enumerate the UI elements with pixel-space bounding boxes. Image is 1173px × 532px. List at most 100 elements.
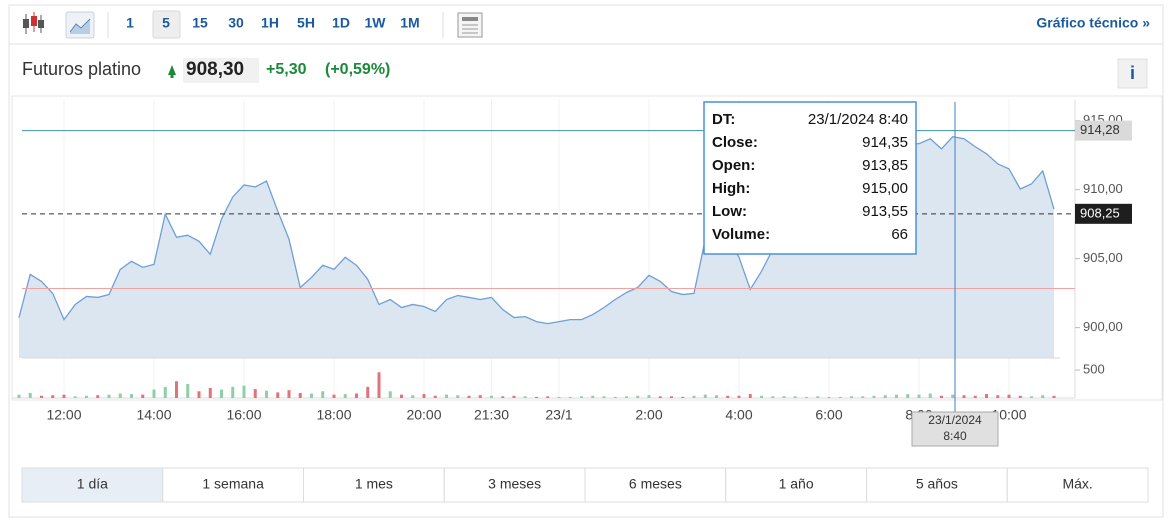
x-tick-label: 4:00 — [725, 407, 752, 423]
range-tab[interactable] — [584, 467, 727, 503]
tooltip-value: 23/1/2024 8:40 — [808, 111, 908, 128]
chart-frame — [11, 95, 1163, 401]
x-tick-label: 14:00 — [136, 407, 171, 423]
volume-bar — [1007, 394, 1011, 398]
volume-bar — [940, 395, 943, 398]
interval-button[interactable]: 15 — [192, 15, 208, 31]
tooltip — [703, 101, 917, 255]
volume-bar — [118, 393, 122, 398]
tooltip-key: Low: — [712, 203, 747, 220]
info-icon: i — [1130, 63, 1135, 83]
volume-bar — [107, 394, 111, 398]
volume-bar — [175, 381, 178, 398]
volume-bar — [681, 396, 685, 398]
volume-bar — [51, 395, 55, 398]
technical-chart-link[interactable]: Gráfico técnico » — [1036, 15, 1150, 31]
tooltip-value: 913,85 — [862, 157, 908, 174]
candle-icon[interactable] — [23, 12, 44, 34]
price-bg — [183, 58, 259, 83]
volume-bar — [850, 396, 853, 398]
volume-bar — [40, 395, 43, 398]
selected-interval-box — [152, 10, 181, 39]
volume-bar — [343, 394, 347, 398]
info-button[interactable] — [1117, 58, 1148, 89]
interval-button[interactable]: 1D — [332, 15, 350, 31]
range-tab-label[interactable]: 6 meses — [629, 476, 682, 492]
table-icon[interactable] — [457, 12, 483, 38]
interval-button[interactable]: 1 — [126, 15, 134, 31]
volume-bar — [906, 394, 910, 398]
volume-bar — [332, 394, 336, 398]
range-tab-label[interactable]: 1 año — [779, 476, 814, 492]
volume-bar — [557, 396, 561, 398]
volume-bar — [208, 387, 212, 398]
tooltip-key: Open: — [712, 157, 755, 174]
range-tab[interactable] — [725, 467, 867, 503]
tooltip-value: 913,55 — [862, 203, 908, 220]
volume-bar — [703, 394, 707, 398]
volume-bar — [73, 396, 77, 398]
interval-button[interactable]: 5H — [297, 15, 315, 31]
volume-bar — [715, 395, 718, 398]
volume-bar — [355, 393, 358, 398]
volume-bar — [861, 396, 865, 398]
volume-bar — [580, 396, 583, 398]
range-tab[interactable] — [866, 467, 1008, 503]
volume-bar — [771, 396, 775, 398]
interval-button[interactable]: 30 — [228, 15, 244, 31]
volume-bar — [985, 394, 988, 398]
interval-button[interactable]: 1M — [400, 15, 419, 31]
y-tick-label: 900,00 — [1083, 319, 1123, 334]
volume-bar — [928, 393, 932, 398]
range-tab[interactable] — [303, 467, 445, 503]
y-tick-label: 905,00 — [1083, 250, 1123, 265]
volume-bar — [816, 396, 820, 398]
volume-bar — [141, 394, 145, 398]
range-tab-label[interactable]: 1 semana — [202, 476, 264, 492]
volume-bar — [490, 395, 493, 398]
volume-bar — [242, 385, 246, 398]
volume-bar — [28, 392, 32, 398]
range-tab-label[interactable]: 1 día — [77, 476, 108, 492]
volume-bar — [670, 396, 673, 398]
volume-bar — [546, 396, 550, 398]
interval-button[interactable]: 1W — [365, 15, 387, 31]
crosshair-label: 8:40 — [943, 429, 967, 443]
volume-bar — [625, 396, 628, 398]
volume-bar — [636, 395, 640, 398]
range-tab-label[interactable]: Máx. — [1062, 476, 1092, 492]
range-tab-label[interactable]: 5 años — [916, 476, 958, 492]
range-tab-label[interactable]: 3 meses — [488, 476, 541, 492]
x-tick-label: 12:00 — [46, 407, 81, 423]
tooltip-value: 66 — [891, 226, 908, 243]
change: +5,30 — [266, 61, 307, 78]
range-tab[interactable] — [162, 467, 304, 503]
volume-bar — [298, 392, 302, 398]
volume-bar — [692, 395, 696, 398]
range-tab[interactable] — [1006, 467, 1149, 503]
volume-bar — [895, 394, 898, 398]
volume-bar — [737, 395, 741, 398]
interval-button[interactable]: 1H — [261, 15, 279, 31]
volume-bar — [220, 389, 223, 398]
volume-bar — [1052, 395, 1056, 398]
x-tick-label: 18:00 — [316, 407, 351, 423]
volume-bar — [433, 395, 437, 398]
crosshair-label: 23/1/2024 — [928, 413, 982, 427]
volume-bar — [973, 395, 977, 398]
tooltip-key: Volume: — [712, 226, 770, 243]
change-pct: (+0,59%) — [325, 61, 390, 78]
volume-bar — [163, 386, 167, 398]
volume-bar — [411, 395, 415, 398]
area-icon[interactable] — [65, 11, 95, 39]
price-area — [19, 136, 1054, 358]
x-tick-label: 21:30 — [474, 407, 509, 423]
volume-bar — [265, 390, 268, 398]
range-tab[interactable] — [443, 467, 586, 503]
tooltip-key: Close: — [712, 134, 758, 151]
interval-button[interactable]: 5 — [162, 15, 170, 31]
range-tab-label[interactable]: 1 mes — [355, 476, 393, 492]
x-tick-label: 23/1 — [545, 407, 572, 423]
